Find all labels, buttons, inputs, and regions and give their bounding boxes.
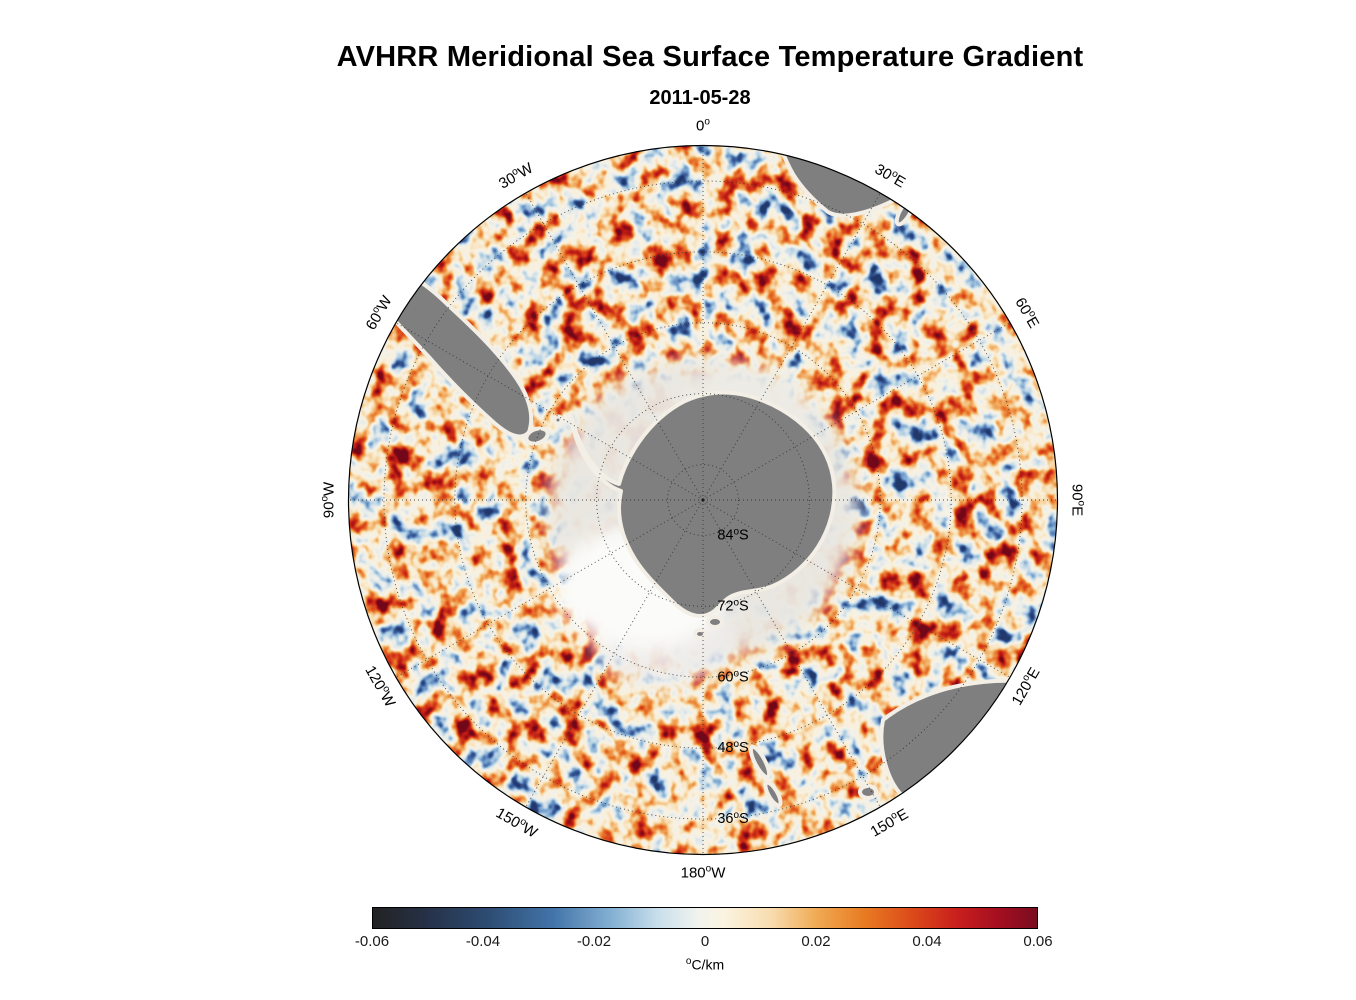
parallel-label-60S: 60oS bbox=[717, 668, 748, 685]
new-zealand-landmass bbox=[748, 744, 783, 808]
meridian-label-30W: 30oW bbox=[495, 158, 536, 192]
antarctic-island bbox=[693, 628, 707, 640]
meridian-label-60E: 60oE bbox=[1011, 294, 1043, 331]
colorbar-tick-0: 0 bbox=[700, 933, 710, 950]
tierra-del-fuego-island bbox=[524, 426, 550, 446]
map-boundary-circle bbox=[347, 144, 1059, 856]
unit-text: C/km bbox=[691, 956, 725, 973]
parallel-circle-36S bbox=[383, 180, 1023, 820]
meridian-label-0: 0o bbox=[696, 117, 710, 135]
colorbar-tick--0.06: -0.06 bbox=[354, 933, 390, 950]
meridian-label-60W: 60oW bbox=[362, 292, 396, 333]
parallel-label-36S: 36oS bbox=[717, 810, 748, 827]
figure-subtitle: 2011-05-28 bbox=[649, 87, 751, 109]
colorbar-tick--0.02: -0.02 bbox=[576, 933, 612, 950]
australia-landmass bbox=[879, 678, 1058, 822]
nz-south-island bbox=[748, 744, 772, 780]
colorbar-unit-label: oC/km bbox=[372, 956, 1038, 973]
meridian-label-180W: 180oW bbox=[681, 864, 727, 882]
antarctic-island bbox=[706, 615, 724, 629]
colorbar-tick-0.02: 0.02 bbox=[801, 933, 831, 950]
meridian-label-90E: 90oE bbox=[1069, 484, 1087, 516]
colorbar-tick-labels: -0.06 -0.04 -0.02 0 0.02 0.04 0.06 bbox=[355, 933, 1053, 954]
colorbar-tick--0.04: -0.04 bbox=[465, 933, 501, 950]
south-pole-marker bbox=[701, 498, 705, 502]
falkland-islands bbox=[552, 414, 564, 426]
polar-sst-map: 0o30oE60oE90oE120oE150oE180oW150oW120oW9… bbox=[320, 117, 1087, 882]
colorbar-tick-0.06: 0.06 bbox=[1023, 933, 1053, 950]
colorbar-tick-0.04: 0.04 bbox=[912, 933, 942, 950]
parallel-circle-72S bbox=[596, 393, 810, 607]
parallel-label-48S: 48oS bbox=[717, 739, 748, 756]
nz-stewart-island bbox=[763, 780, 783, 808]
figure-title: AVHRR Meridional Sea Surface Temperature… bbox=[336, 41, 1084, 73]
tasmania-landmass bbox=[858, 784, 878, 800]
parallel-circle-60S bbox=[525, 322, 881, 678]
parallel-label-72S: 72oS bbox=[717, 597, 748, 614]
colorbar-gradient bbox=[372, 907, 1038, 929]
parallel-label-84S: 84oS bbox=[717, 526, 748, 543]
meridian-label-30E: 30oE bbox=[872, 160, 909, 192]
colorbar: -0.06 -0.04 -0.02 0 0.02 0.04 0.06 oC/km bbox=[355, 907, 1053, 973]
graticule-grid bbox=[348, 145, 1058, 855]
degree-sup: o bbox=[685, 956, 692, 967]
meridian-label-90W: 90oW bbox=[320, 481, 338, 518]
parallel-circle-84S bbox=[667, 464, 739, 536]
